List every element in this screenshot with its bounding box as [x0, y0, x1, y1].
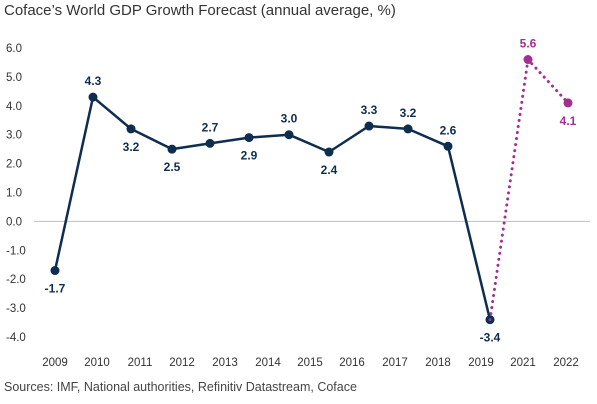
- x-tick-label: 2011: [128, 357, 153, 369]
- data-label-2011: 3.2: [123, 140, 140, 154]
- x-tick-label: 2018: [425, 357, 451, 369]
- y-tick-label: 4.0: [6, 101, 22, 113]
- y-tick-label: -1.0: [6, 245, 26, 257]
- series-layer: [50, 55, 573, 325]
- data-label-layer: -1.7 4.3 3.2 2.5 2.7 2.9 3.0 2.4 3.3 3.2 2.6 -3.4 5.…: [45, 37, 577, 345]
- y-tick-label: -2.0: [6, 274, 26, 286]
- data-label-2017: 3.3: [361, 103, 378, 117]
- source-note: Sources: IMF, National authorities, Refi…: [4, 380, 357, 394]
- data-label-2018: 3.2: [400, 106, 417, 120]
- data-point-2013: [205, 138, 215, 148]
- data-point-2019: [443, 141, 453, 151]
- y-tick-label: -4.0: [6, 332, 26, 344]
- y-tick-label: 1.0: [6, 188, 22, 200]
- y-tick-label: 5.0: [6, 72, 22, 84]
- data-point-2021: [523, 55, 533, 65]
- x-tick-label: 2019: [468, 357, 494, 369]
- data-point-2022: [563, 98, 573, 108]
- data-point-2014: [244, 133, 254, 143]
- data-label-2022: 4.1: [560, 114, 577, 128]
- x-tick-label: 2015: [297, 357, 323, 369]
- x-tick-label: 2022: [553, 357, 579, 369]
- data-point-2015: [284, 130, 294, 140]
- x-axis: 2009 2010 2011 2012 2013 2014 2015 2016 2017 2018…: [42, 357, 579, 369]
- x-tick-label: 2010: [84, 357, 110, 369]
- x-tick-label: 2014: [255, 357, 281, 369]
- x-tick-label: 2017: [382, 357, 408, 369]
- data-label-2016: 2.4: [321, 163, 338, 177]
- data-label-2013: 2.7: [202, 120, 219, 134]
- data-label-2020: -3.4: [480, 331, 501, 345]
- data-label-2021: 5.6: [520, 37, 537, 51]
- forecast-line: [488, 58, 570, 322]
- data-label-2010: 4.3: [85, 74, 102, 88]
- x-tick-label: 2009: [42, 357, 68, 369]
- y-tick-label: 2.0: [6, 159, 22, 171]
- data-point-2012: [167, 144, 177, 154]
- history-line: [53, 95, 492, 321]
- chart-title: Coface’s World GDP Growth Forecast (annu…: [4, 2, 396, 19]
- y-axis: 6.0 5.0 4.0 3.0 2.0 1.0 0.0 -1.0 -2.0 -3.0 -4.0: [6, 43, 590, 344]
- y-tick-label: 0.0: [6, 216, 22, 228]
- x-tick-label: 2021: [510, 357, 536, 369]
- x-tick-label: 2012: [169, 357, 195, 369]
- data-point-2018: [403, 124, 413, 134]
- x-tick-label: 2016: [339, 357, 365, 369]
- data-point-2010: [88, 92, 98, 102]
- x-tick-label: 2013: [212, 357, 238, 369]
- y-tick-label: 3.0: [6, 130, 22, 142]
- data-point-2009: [50, 266, 60, 276]
- data-label-2015: 3.0: [281, 112, 298, 126]
- data-point-2017: [364, 121, 374, 131]
- data-point-2011: [126, 124, 136, 134]
- data-label-2014: 2.9: [241, 149, 258, 163]
- y-tick-label: 6.0: [6, 43, 22, 55]
- data-point-2016: [324, 147, 334, 157]
- data-label-2012: 2.5: [164, 160, 181, 174]
- y-tick-label: -3.0: [6, 303, 26, 315]
- data-label-2009: -1.7: [45, 282, 66, 296]
- data-label-2019: 2.6: [440, 123, 457, 137]
